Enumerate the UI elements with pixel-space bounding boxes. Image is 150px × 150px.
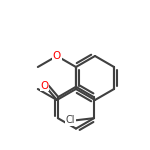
Text: O: O	[41, 81, 49, 91]
Text: Cl: Cl	[66, 115, 75, 125]
Text: O: O	[53, 51, 61, 61]
